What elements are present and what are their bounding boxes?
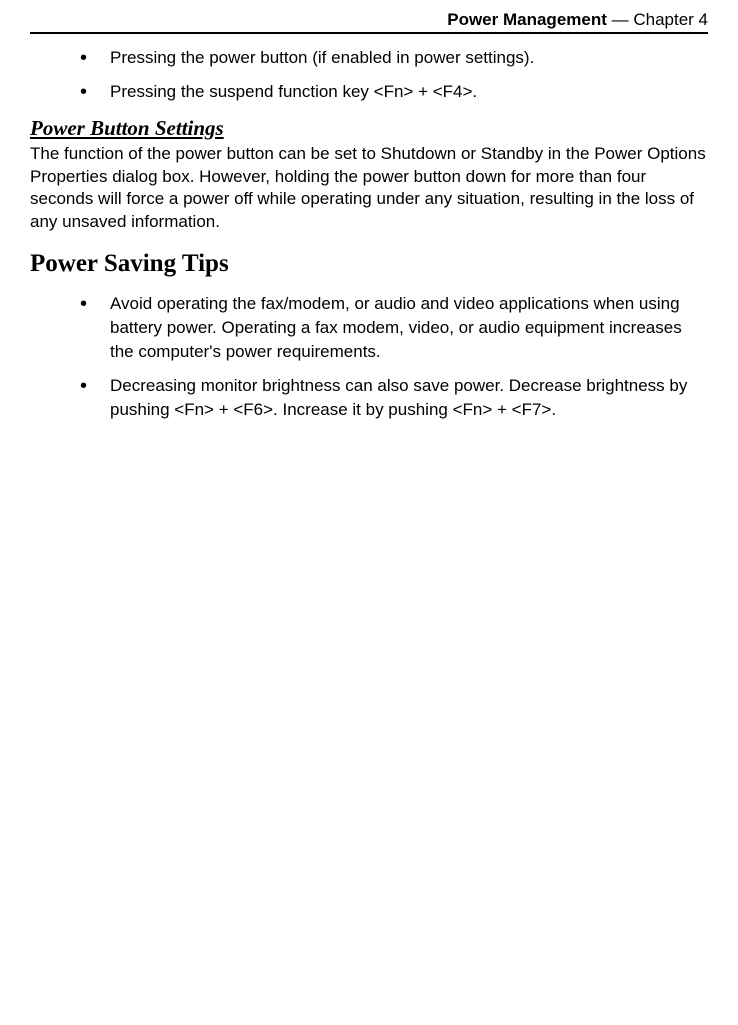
header-title-bold: Power Management [447,10,607,29]
document-page: Power Management — Chapter 4 Pressing th… [0,0,738,463]
page-header: Power Management — Chapter 4 [30,10,708,34]
list-item: Avoid operating the fax/modem, or audio … [80,292,708,363]
power-saving-tips-heading: Power Saving Tips [30,250,708,278]
header-title-rest: — Chapter 4 [607,10,708,29]
list-item: Pressing the suspend function key <Fn> +… [80,80,708,104]
list-item: Decreasing monitor brightness can also s… [80,374,708,422]
tips-bullet-list: Avoid operating the fax/modem, or audio … [30,292,708,421]
power-button-settings-body: The function of the power button can be … [30,143,708,235]
list-item: Pressing the power button (if enabled in… [80,46,708,70]
power-button-settings-heading: Power Button Settings [30,116,708,141]
intro-bullet-list: Pressing the power button (if enabled in… [30,46,708,104]
